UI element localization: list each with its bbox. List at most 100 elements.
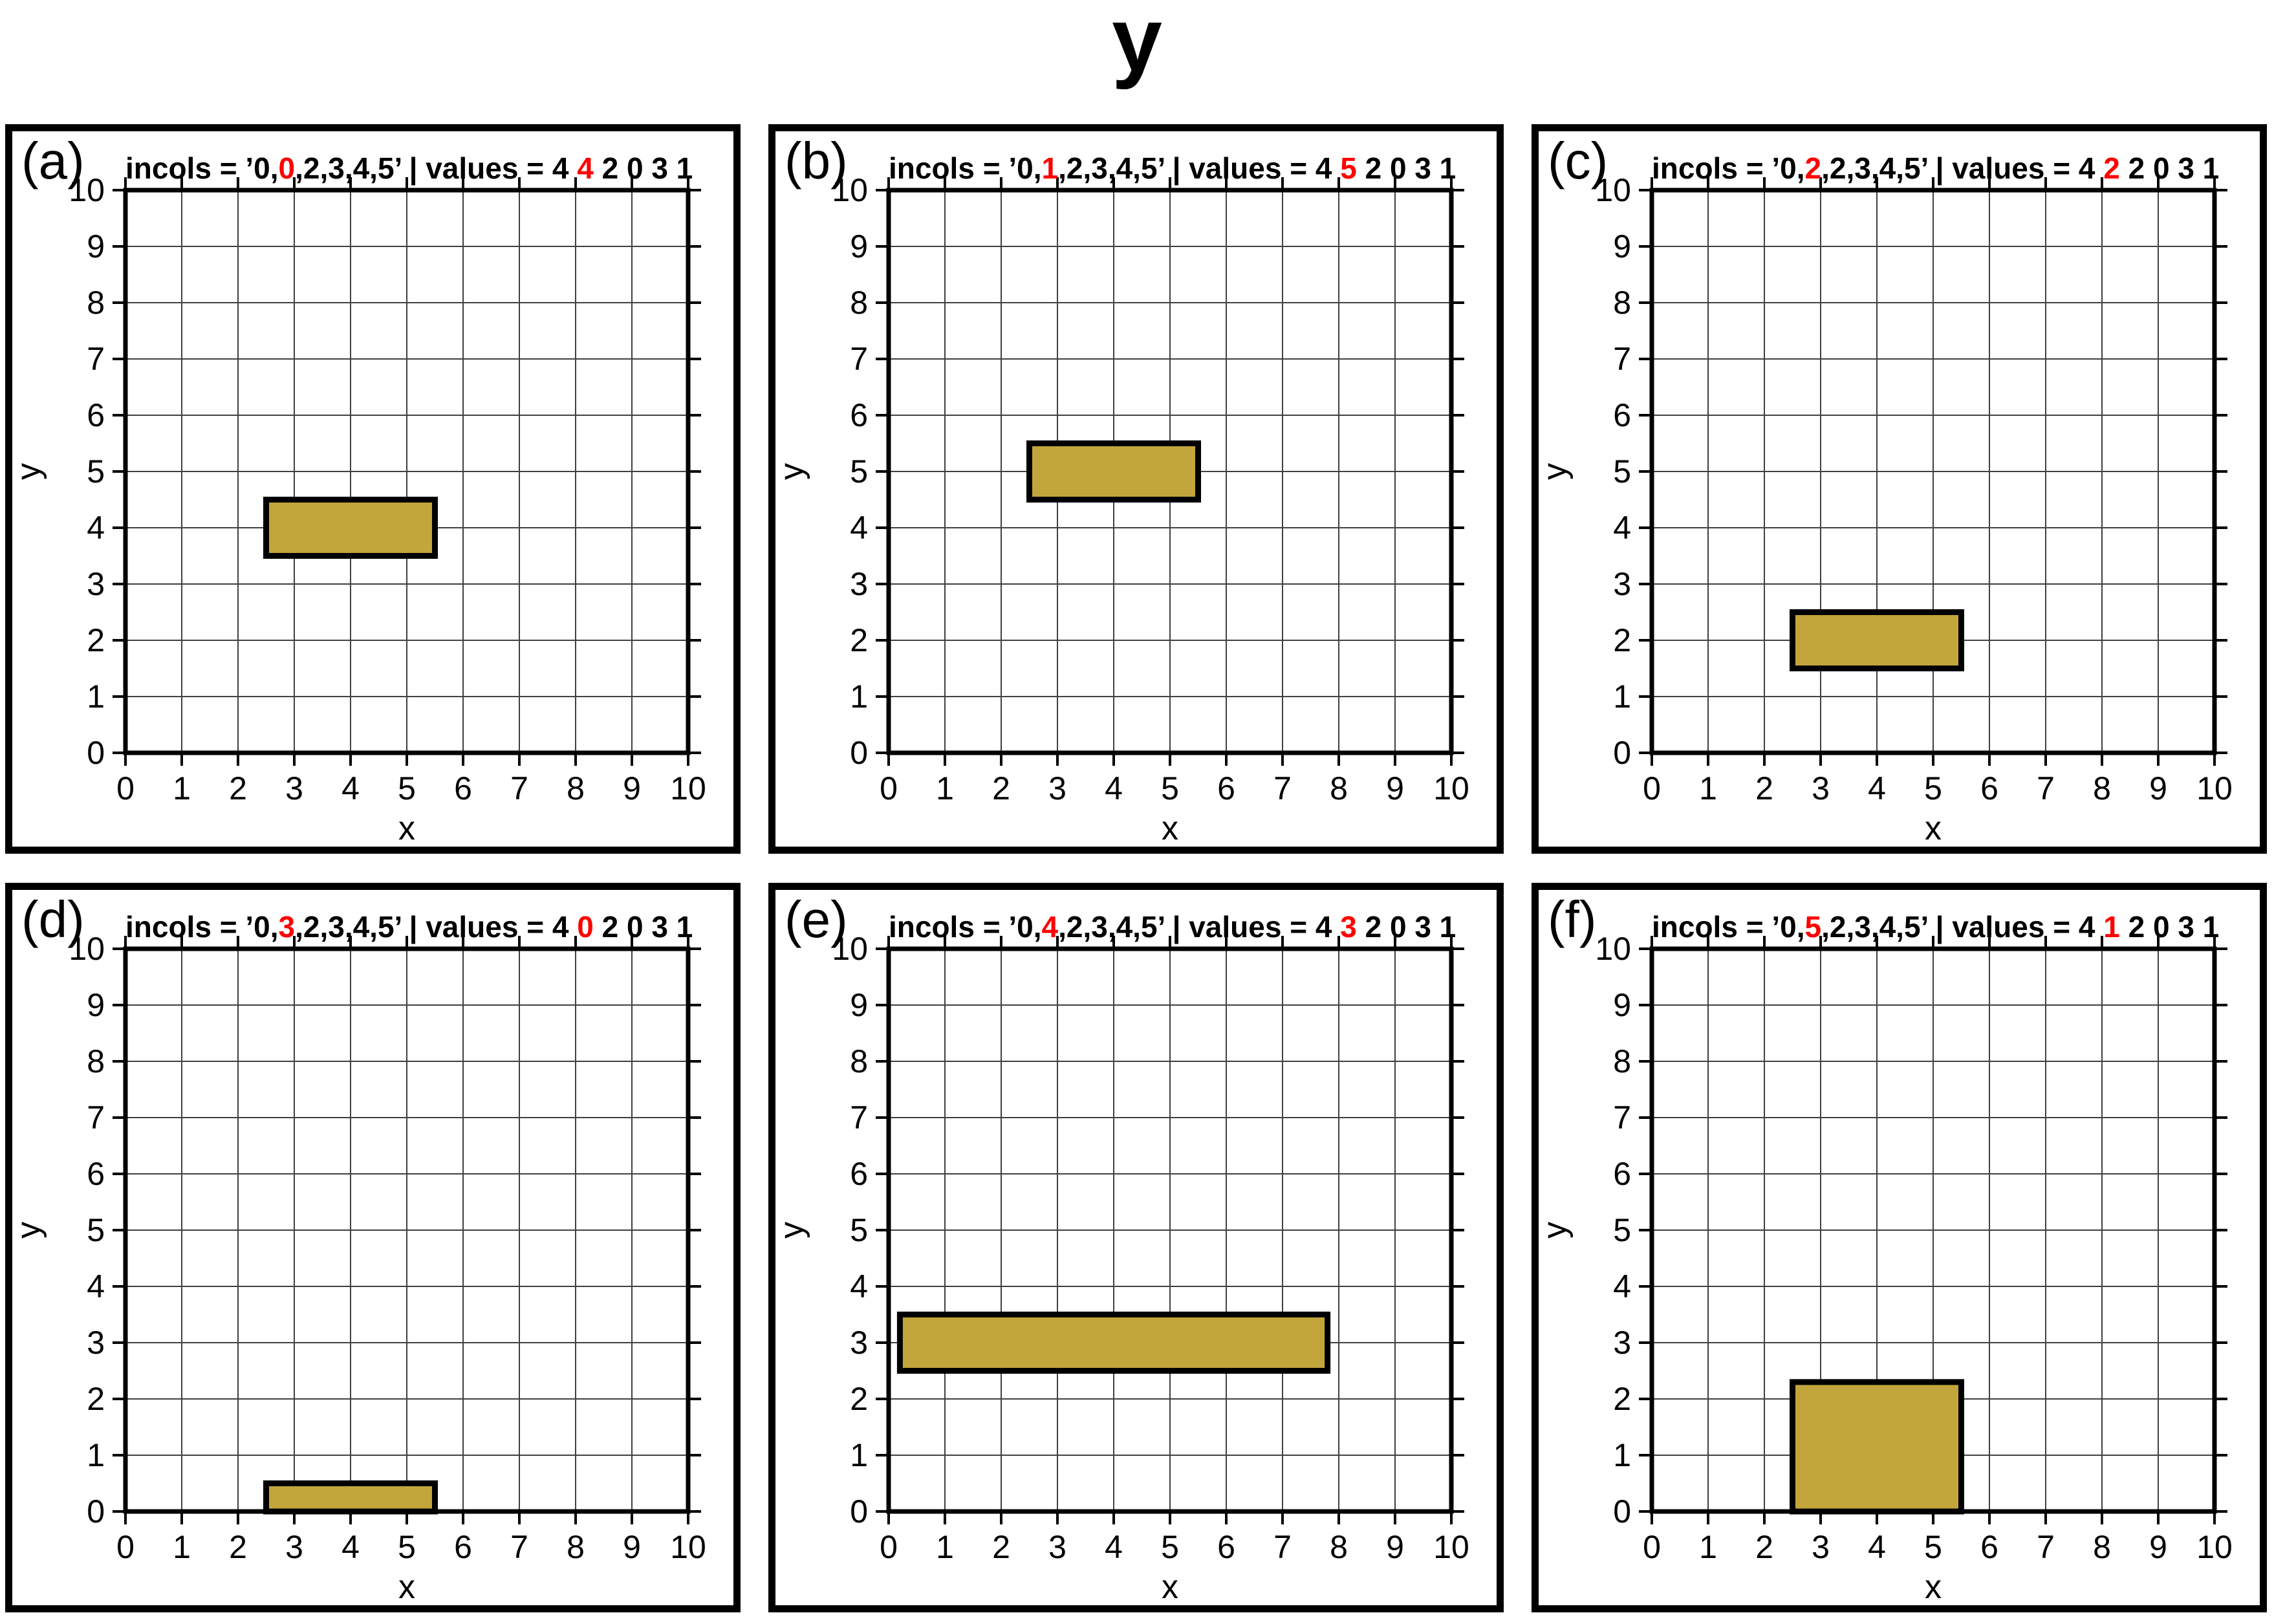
x-tick-label: 3: [1048, 770, 1067, 807]
y-axis-label: y: [775, 463, 810, 480]
x-tick-label: 4: [341, 770, 360, 807]
y-tick-label: 5: [87, 1212, 105, 1248]
plot-c: 0 1 2 3 4 5 6 7 8 9 10 0 1 2 3 4 5 6 7 8 9 10 x y: [1539, 172, 2233, 847]
panel-d: (d) incols = ’0,3,2,3,4,5’ | values = 4 …: [5, 883, 741, 1612]
title-value-red: 2: [2103, 151, 2120, 185]
panel-title-c: incols = ’0,2,2,3,4,5’ | values = 4 2 2 …: [1652, 151, 2219, 186]
x-tick-label: 1: [936, 1529, 954, 1565]
x-tick-label: 8: [567, 770, 585, 807]
y-tick-label: 6: [87, 1156, 105, 1192]
title-mid: ,2,3,4,5’ | values = 4: [295, 151, 578, 185]
x-tick-label: 3: [1812, 770, 1830, 807]
y-tick-label: 2: [87, 622, 105, 658]
y-tick-label: 6: [1613, 1156, 1631, 1192]
y-tick-label: 0: [850, 1493, 868, 1530]
title-incols-prefix: incols = ’0,: [125, 151, 279, 185]
title-value-red: 3: [1340, 910, 1357, 944]
y-tick-label: 10: [1595, 931, 1631, 967]
y-tick-label: 6: [850, 397, 868, 433]
y-axis-label: y: [775, 1222, 810, 1239]
x-tick-label: 0: [880, 1529, 898, 1565]
x-tick-label: 5: [1924, 770, 1942, 807]
x-tick-label: 0: [1643, 1529, 1661, 1565]
x-tick-label: 2: [229, 770, 247, 807]
panel-label-f: (f): [1548, 891, 1597, 948]
x-tick-label: 1: [173, 770, 191, 807]
x-tick-label: 6: [1217, 770, 1235, 807]
plot-frame: [123, 946, 691, 1514]
y-tick-label: 4: [1613, 510, 1631, 546]
x-tick-label: 7: [510, 770, 528, 807]
title-mid: ,2,3,4,5’ | values = 4: [1058, 151, 1341, 185]
plot-frame: [1649, 946, 2217, 1514]
title-mid: ,2,3,4,5’ | values = 4: [1058, 910, 1341, 944]
y-tick-label: 7: [850, 1099, 868, 1136]
rect-symbol: [1026, 440, 1201, 503]
rect-symbol: [896, 1312, 1331, 1374]
x-tick-label: 9: [623, 1529, 641, 1565]
y-axis-label: y: [12, 463, 47, 480]
x-tick-label: 4: [1105, 1529, 1123, 1565]
y-tick-label: 6: [87, 397, 105, 433]
plot-frame: [123, 188, 691, 755]
x-tick-label: 9: [623, 770, 641, 807]
x-tick-label: 0: [116, 1529, 135, 1565]
y-tick-label: 0: [850, 735, 868, 771]
y-tick-label: 10: [832, 931, 868, 967]
x-tick-label: 10: [1433, 1529, 1469, 1565]
title-value-red: 1: [2103, 910, 2120, 944]
x-tick-label: 5: [398, 770, 416, 807]
x-tick-label: 6: [454, 1529, 472, 1565]
x-tick-label: 3: [1812, 1529, 1830, 1565]
y-tick-label: 4: [850, 1268, 868, 1305]
y-tick-label: 9: [87, 228, 105, 265]
title-incols-prefix: incols = ’0,: [1652, 910, 1805, 944]
y-tick-label: 9: [1613, 228, 1631, 265]
plot-a: 0 1 2 3 4 5 6 7 8 9 10 0 1 2 3 4 5 6 7 8 9 10 x y: [12, 172, 706, 847]
plot-frame: [886, 188, 1454, 755]
x-tick-label: 10: [2196, 1529, 2233, 1565]
y-tick-label: 3: [850, 1325, 868, 1361]
y-tick-label: 7: [1613, 341, 1631, 377]
rect-symbol: [263, 497, 438, 559]
y-axis-label: y: [1539, 463, 1574, 480]
panel-f: (f) incols = ’0,5,2,3,4,5’ | values = 4 …: [1532, 883, 2267, 1612]
plot-frame: [886, 946, 1454, 1514]
x-tick-label: 7: [1273, 1529, 1292, 1565]
y-tick-label: 0: [1613, 1493, 1631, 1530]
x-tick-label: 7: [2037, 770, 2055, 807]
x-tick-label: 1: [936, 770, 954, 807]
title-suffix: 2 0 3 1: [1356, 910, 1456, 944]
y-tick-label: 1: [1613, 678, 1631, 715]
y-tick-label: 10: [832, 172, 868, 208]
y-axis-label: y: [12, 1222, 47, 1239]
x-tick-label: 10: [1433, 770, 1469, 807]
y-tick-label: 3: [1613, 1325, 1631, 1361]
y-tick-label: 8: [1613, 1043, 1631, 1079]
y-tick-label: 1: [87, 678, 105, 715]
title-incols-red: 4: [1041, 910, 1059, 944]
panel-title-d: incols = ’0,3,2,3,4,5’ | values = 4 0 2 …: [125, 909, 693, 944]
title-suffix: 2 0 3 1: [593, 151, 693, 185]
x-tick-label: 9: [2149, 770, 2167, 807]
title-incols-prefix: incols = ’0,: [125, 910, 279, 944]
panel-title-a: incols = ’0,0,2,3,4,5’ | values = 4 4 2 …: [125, 151, 693, 186]
y-tick-label: 0: [87, 1493, 105, 1530]
y-tick-label: 3: [87, 1325, 105, 1361]
y-tick-label: 5: [1613, 1212, 1631, 1248]
title-mid: ,2,3,4,5’ | values = 4: [1821, 151, 2104, 185]
x-axis-label: x: [398, 810, 415, 847]
x-tick-label: 10: [670, 1529, 706, 1565]
plot-e: 0 1 2 3 4 5 6 7 8 9 10 0 1 2 3 4 5 6 7 8 9 10 x y: [775, 931, 1469, 1605]
title-incols-red: 3: [278, 910, 296, 944]
y-tick-label: 10: [69, 172, 105, 208]
x-tick-label: 2: [229, 1529, 247, 1565]
x-tick-label: 1: [1699, 1529, 1717, 1565]
x-tick-label: 10: [670, 770, 706, 807]
title-incols-red: 1: [1041, 151, 1059, 185]
title-incols-red: 0: [278, 151, 296, 185]
y-tick-label: 5: [1613, 453, 1631, 490]
y-tick-label: 4: [1613, 1268, 1631, 1305]
panel-label-c: (c): [1548, 132, 1608, 189]
y-tick-label: 2: [87, 1381, 105, 1417]
